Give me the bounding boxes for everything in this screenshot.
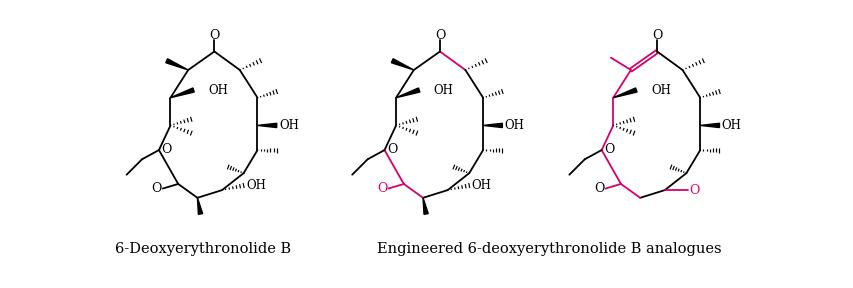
- Polygon shape: [171, 88, 194, 98]
- Text: OH: OH: [433, 84, 453, 96]
- Text: O: O: [377, 182, 387, 195]
- Text: O: O: [651, 29, 662, 42]
- Text: O: O: [594, 182, 604, 195]
- Polygon shape: [391, 59, 414, 70]
- Text: O: O: [151, 182, 161, 195]
- Text: O: O: [603, 143, 614, 156]
- Text: OH: OH: [504, 119, 524, 132]
- Polygon shape: [197, 198, 202, 214]
- Text: O: O: [688, 184, 699, 197]
- Text: OH: OH: [246, 179, 265, 192]
- Polygon shape: [258, 123, 276, 128]
- Text: OH: OH: [279, 119, 299, 132]
- Polygon shape: [165, 59, 188, 70]
- Polygon shape: [612, 88, 636, 98]
- Text: OH: OH: [208, 84, 228, 96]
- Text: OH: OH: [471, 179, 490, 192]
- Polygon shape: [396, 88, 420, 98]
- Polygon shape: [483, 123, 502, 128]
- Text: O: O: [209, 29, 219, 42]
- Text: 6-Deoxyerythronolide B: 6-Deoxyerythronolide B: [115, 242, 291, 256]
- Polygon shape: [422, 198, 427, 214]
- Text: O: O: [386, 143, 397, 156]
- Text: OH: OH: [721, 119, 740, 132]
- Polygon shape: [699, 123, 718, 128]
- Text: O: O: [434, 29, 444, 42]
- Text: OH: OH: [650, 84, 670, 96]
- Text: Engineered 6-deoxyerythronolide B analogues: Engineered 6-deoxyerythronolide B analog…: [376, 242, 721, 256]
- Text: O: O: [161, 143, 171, 156]
